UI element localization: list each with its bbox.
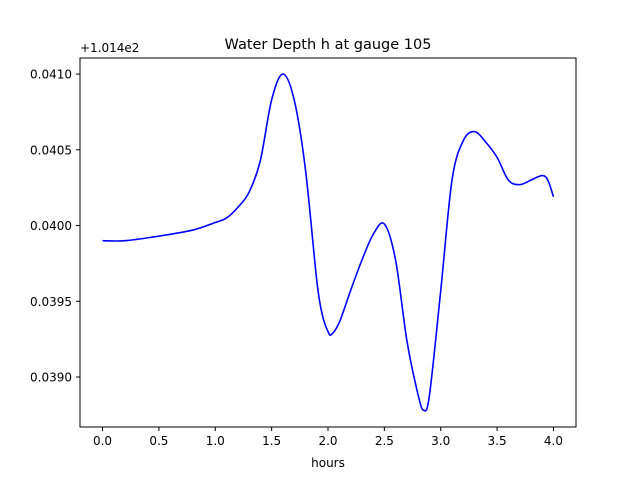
x-tick-label: 1.5 [262,434,281,448]
plot-frame [79,57,577,428]
x-tick-label: 0.0 [93,434,112,448]
y-tick-label: 0.0390 [30,371,72,385]
y-tick-label: 0.0395 [30,295,72,309]
x-tick-label: 2.5 [375,434,394,448]
y-offset-label: +1.014e2 [80,41,139,55]
series-line-h [102,73,555,412]
x-tick-label: 4.0 [544,434,563,448]
x-tick-label: 0.5 [149,434,168,448]
y-tick-label: 0.0405 [30,143,72,157]
x-tick-label: 2.0 [318,434,337,448]
y-tick-label: 0.0400 [30,219,72,233]
y-tick-label: 0.0410 [30,68,72,82]
x-tick-label: 3.0 [431,434,450,448]
x-tick-label: 3.5 [488,434,507,448]
chart-title: Water Depth h at gauge 105 [225,37,432,53]
x-tick-label: 1.0 [206,434,225,448]
x-axis-label: hours [311,456,345,470]
